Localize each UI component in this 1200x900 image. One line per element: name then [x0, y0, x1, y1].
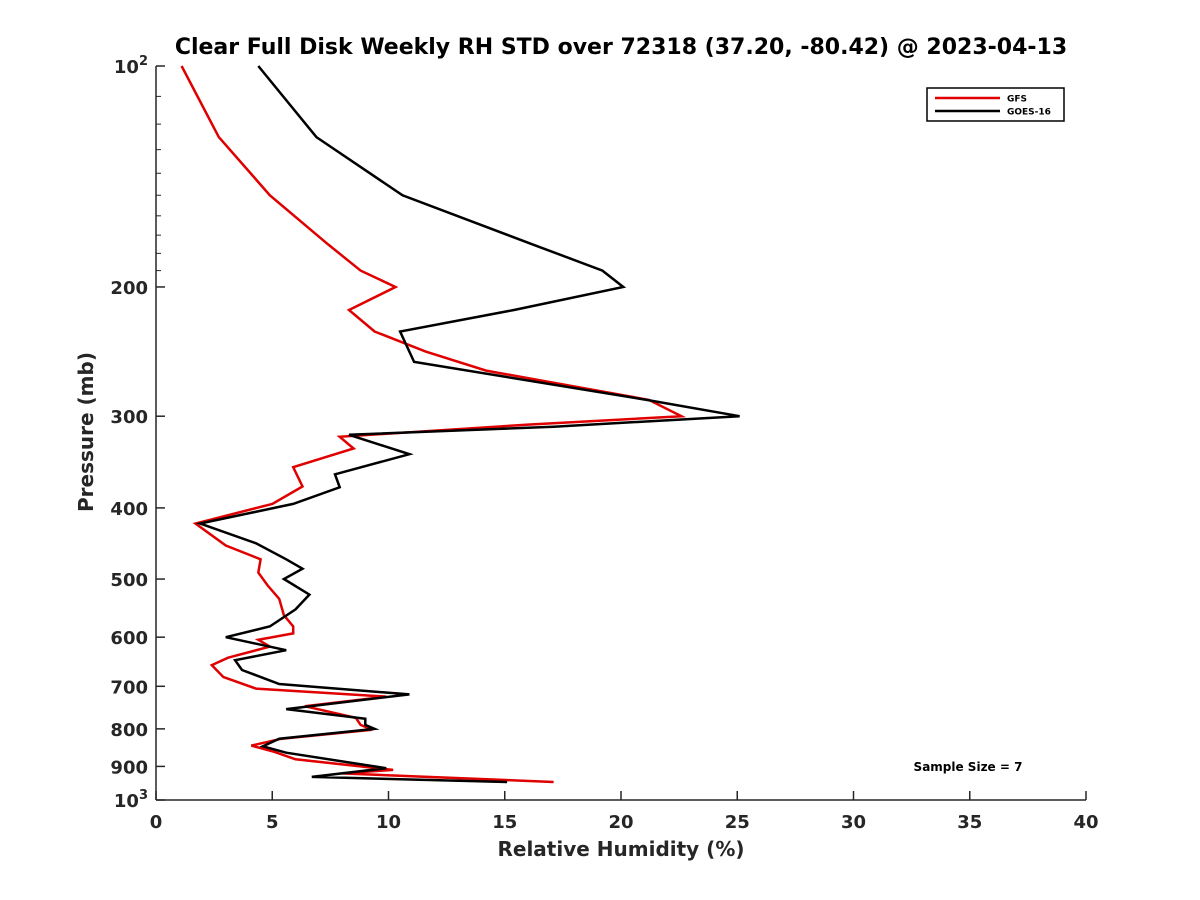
y-tick-label: 300 [110, 407, 148, 428]
y-tick-label: 800 [110, 720, 148, 741]
chart-title: Clear Full Disk Weekly RH STD over 72318… [175, 35, 1067, 60]
legend-label: GOES-16 [1007, 108, 1051, 118]
series-line-gfs [180, 65, 687, 784]
series-lines [180, 65, 740, 784]
legend-box [926, 87, 1065, 122]
x-tick-label: 5 [266, 812, 279, 833]
legend: GFS GOES-16 [926, 87, 1065, 122]
y-tick-label: 600 [110, 628, 148, 649]
x-tick-label: 25 [725, 812, 750, 833]
y-tick-label: 500 [110, 570, 148, 591]
y-tick-label: 700 [110, 677, 148, 698]
legend-label: GFS [1007, 95, 1027, 105]
x-tick-label: 20 [608, 812, 633, 833]
x-tick-label: 0 [150, 812, 163, 833]
y-tick-label: 200 [110, 278, 148, 299]
x-tick-label: 15 [492, 812, 517, 833]
y-tick-label: 103 [114, 788, 148, 812]
y-tick-label: 400 [110, 499, 148, 520]
x-axis-label: Relative Humidity (%) [497, 837, 744, 861]
y-tick-label: 900 [110, 757, 148, 778]
x-tick-label: 10 [376, 812, 401, 833]
x-tick-label: 35 [957, 812, 982, 833]
y-tick-label: 102 [114, 54, 148, 78]
axes: 0 5 10 15 20 25 30 35 40 102 200 300 400 500 600 700 800… [110, 54, 1098, 833]
series-line-goes-16 [195, 65, 740, 784]
y-axis-label: Pressure (mb) [74, 352, 98, 512]
sample-size-annotation: Sample Size = 7 [914, 760, 1023, 774]
x-tick-label: 40 [1073, 812, 1098, 833]
x-tick-label: 30 [841, 812, 866, 833]
